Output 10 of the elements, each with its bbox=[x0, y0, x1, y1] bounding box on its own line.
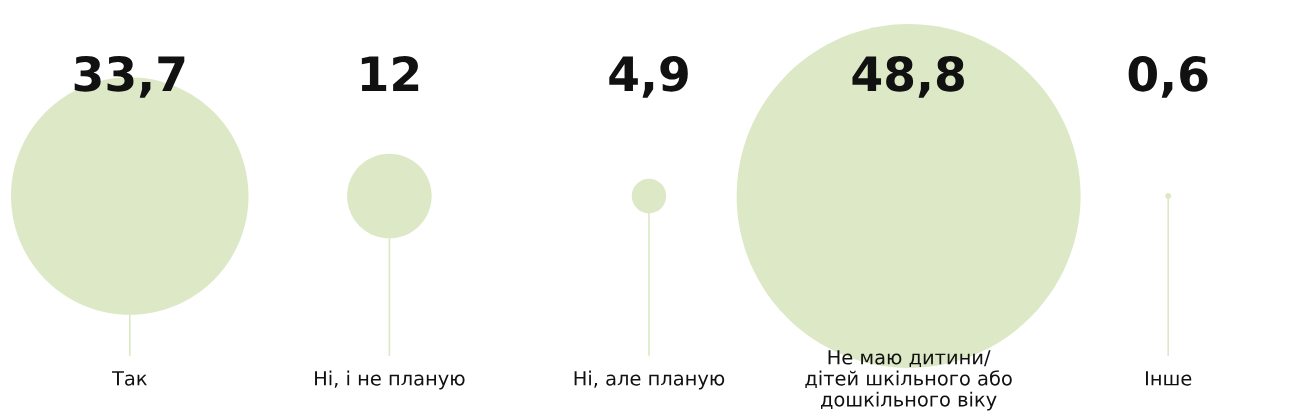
data-label: 12 bbox=[361, 55, 419, 92]
data-label: 33,7 bbox=[74, 55, 185, 98]
category-label: Ні, але планую bbox=[574, 370, 725, 390]
category-label: Так bbox=[111, 371, 147, 386]
category-label: Інше bbox=[1146, 371, 1192, 386]
category-label: Не маю дитини/ дітей шкільного або дошкільного віку bbox=[805, 350, 1012, 411]
data-label: 4,9 bbox=[609, 56, 688, 98]
category-label: Ні, і не планую bbox=[315, 370, 465, 390]
data-label: 48,8 bbox=[852, 55, 964, 98]
data-label: 0,6 bbox=[1128, 55, 1208, 98]
